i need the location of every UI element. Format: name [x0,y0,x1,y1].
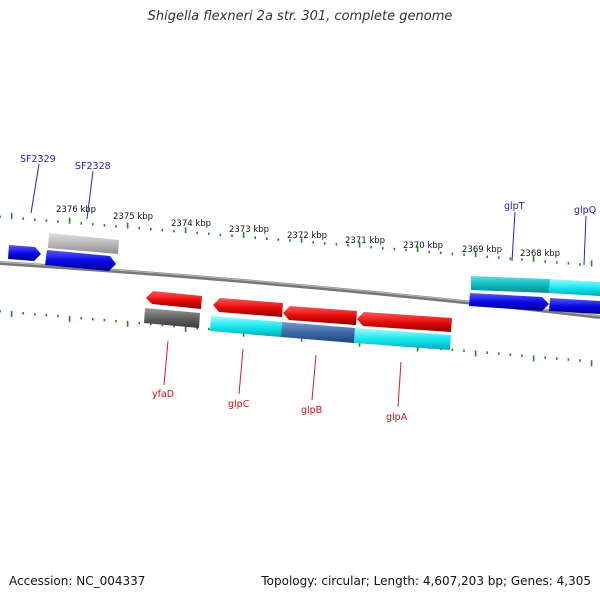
reverse-gene-labels: yfaD glpC glpB glpA [152,340,408,423]
reverse-features [144,291,452,350]
forward-gene-labels: SF2329 SF2328 glpT glpQ [20,154,596,266]
gene-SF2328[interactable] [45,250,116,271]
gene-glpQ[interactable] [549,298,600,314]
label-leader [238,348,244,395]
gene-label-glpA[interactable]: glpA [386,412,408,423]
topology-summary: Topology: circular; Length: 4,607,203 bp… [261,574,591,588]
label-leader [311,354,317,401]
feature-yfaD-region [144,308,200,328]
gene-glpT[interactable] [469,293,549,311]
label-leader [163,340,169,386]
scale-label: 2371 kbp [345,236,385,246]
gene-label-glpC[interactable]: glpC [228,399,250,410]
scale-label: 2376 kbp [56,205,96,215]
scale-label: 2368 kbp [520,249,560,259]
feature-glpT-region [471,276,550,293]
scale-label: 2373 kbp [229,225,269,235]
gene-glpB[interactable] [283,306,357,325]
gene-label-yfaD[interactable]: yfaD [152,389,174,400]
label-leader [86,170,94,220]
label-leader [397,361,402,408]
map-title: Shigella flexneri 2a str. 301, complete … [147,9,453,24]
scale-ticks-top [0,213,593,267]
gene-SF2329[interactable] [8,245,41,261]
feature-glpB-region [281,322,355,343]
feature-glpC-region [210,316,282,337]
scale-labels: 2376 kbp 2375 kbp 2374 kbp 2373 kbp 2372… [56,205,560,259]
forward-features [8,233,600,314]
gene-yfaD[interactable] [146,291,202,309]
gene-label-glpB[interactable]: glpB [301,405,322,416]
label-leader [583,215,587,266]
label-leader [30,163,40,214]
gene-label-SF2329[interactable]: SF2329 [20,154,56,165]
scale-label: 2375 kbp [113,212,153,222]
scale-label: 2372 kbp [287,231,327,241]
gene-label-glpQ[interactable]: glpQ [574,205,596,216]
feature-SF2328-region [48,233,119,254]
gene-glpA[interactable] [357,312,452,332]
accession-label: Accession: NC_004337 [9,574,146,588]
gene-glpC[interactable] [213,298,283,317]
scale-label: 2369 kbp [462,245,502,255]
gene-label-SF2328[interactable]: SF2328 [75,161,111,172]
feature-glpA-region [354,328,451,350]
feature-glpQ-region [549,279,600,296]
scale-label: 2370 kbp [403,241,443,251]
label-leader [511,211,516,262]
gene-label-glpT[interactable]: glpT [504,201,525,212]
scale-label: 2374 kbp [171,219,211,229]
